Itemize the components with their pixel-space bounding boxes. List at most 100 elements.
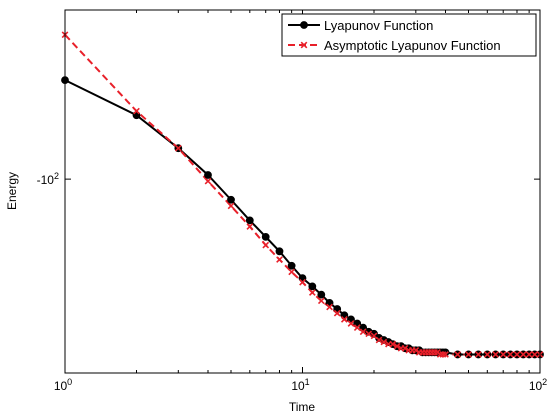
data-point-s1-8 bbox=[288, 268, 295, 276]
data-point-s1-18 bbox=[365, 330, 373, 338]
data-point-s1-42-stroke-b bbox=[474, 351, 482, 358]
data-point-s1-6 bbox=[262, 241, 270, 249]
data-point-s1-13 bbox=[333, 309, 341, 317]
data-point-s1-15 bbox=[347, 320, 355, 327]
data-point-s1-11-stroke-b bbox=[317, 297, 325, 305]
data-point-s1-4-stroke-b bbox=[227, 202, 235, 210]
data-point-s1-2 bbox=[174, 144, 182, 152]
data-point-s1-26-stroke-b bbox=[401, 344, 409, 352]
data-point-s1-14 bbox=[340, 316, 348, 323]
legend: Lyapunov Function Asymptotic Lyapunov Fu… bbox=[281, 13, 537, 57]
legend-box bbox=[281, 13, 537, 57]
data-point-s1-39-stroke-b bbox=[442, 351, 449, 358]
data-point-s0-5 bbox=[245, 216, 254, 225]
data-point-s1-11 bbox=[317, 297, 325, 305]
data-point-s1-19-stroke-b bbox=[370, 332, 378, 340]
data-point-s1-12 bbox=[326, 303, 333, 311]
data-point-s1-16-stroke-b bbox=[353, 324, 361, 331]
data-point-s1-41 bbox=[465, 351, 472, 358]
legend-marker-glyph-1-stroke-b bbox=[300, 41, 308, 49]
data-point-s1-39 bbox=[442, 351, 449, 358]
plot-area bbox=[65, 10, 540, 373]
data-point-s0-4 bbox=[227, 195, 235, 204]
data-point-s1-48 bbox=[519, 351, 527, 358]
data-point-s1-49-stroke-b bbox=[525, 351, 533, 358]
data-point-s1-46 bbox=[506, 351, 514, 358]
legend-marker-glyph-0 bbox=[300, 21, 308, 29]
data-point-s1-47-stroke-b bbox=[513, 351, 521, 358]
data-point-s1-7-stroke-b bbox=[276, 256, 283, 263]
data-point-s1-43-stroke-b bbox=[483, 351, 491, 358]
data-point-s1-29 bbox=[412, 346, 420, 354]
data-point-s1-48-stroke-b bbox=[519, 351, 527, 358]
data-point-s1-13-stroke-b bbox=[333, 309, 341, 317]
data-point-s1-44-stroke-b bbox=[492, 351, 499, 358]
data-point-s1-45-stroke-b bbox=[499, 351, 507, 358]
legend-marker-lyapunov bbox=[300, 21, 308, 29]
data-point-s1-40-stroke-b bbox=[454, 351, 462, 358]
data-point-s1-10 bbox=[308, 289, 316, 296]
data-point-s1-10-stroke-b bbox=[308, 289, 316, 296]
data-point-s0-3 bbox=[204, 171, 212, 179]
data-point-s1-9 bbox=[299, 278, 306, 286]
data-point-s1-47 bbox=[513, 351, 521, 358]
data-point-s1-2-stroke-b bbox=[174, 144, 182, 152]
data-point-s1-43 bbox=[483, 351, 491, 358]
data-point-s0-11 bbox=[317, 290, 326, 299]
data-point-s1-1 bbox=[133, 107, 140, 115]
data-point-s1-9-stroke-b bbox=[299, 278, 306, 286]
data-point-s1-24-stroke-b bbox=[393, 342, 401, 350]
x-tick-label-0: 100 bbox=[54, 377, 72, 393]
data-point-s1-17-stroke-b bbox=[359, 328, 367, 336]
data-point-s1-12-stroke-b bbox=[326, 303, 333, 311]
y-axis-title: Energy bbox=[5, 172, 19, 210]
data-point-s0-6 bbox=[261, 232, 270, 241]
data-point-s1-4 bbox=[227, 202, 235, 210]
y-tick-label: -102 bbox=[37, 171, 59, 187]
data-point-s0-19 bbox=[370, 329, 378, 338]
data-point-s1-17 bbox=[359, 328, 367, 336]
data-point-s1-40 bbox=[454, 351, 462, 358]
legend-label-asymptotic: Asymptotic Lyapunov Function bbox=[324, 38, 501, 53]
data-point-s0-7 bbox=[275, 247, 284, 256]
data-point-s1-26 bbox=[401, 344, 409, 352]
data-point-s1-18-stroke-b bbox=[365, 330, 373, 338]
data-point-s1-20-stroke-b bbox=[375, 336, 383, 344]
data-point-s1-42 bbox=[474, 351, 482, 358]
legend-marker-asymptotic bbox=[300, 41, 308, 49]
data-point-s1-46-stroke-b bbox=[506, 351, 514, 358]
data-point-s1-23 bbox=[389, 340, 397, 348]
data-point-s1-14-stroke-b bbox=[340, 316, 348, 323]
data-point-s1-3 bbox=[204, 177, 212, 185]
data-point-s1-6-stroke-b bbox=[262, 241, 270, 249]
data-point-s1-15-stroke-b bbox=[347, 320, 355, 327]
data-point-s1-3-stroke-b bbox=[204, 177, 212, 185]
data-point-s1-16 bbox=[353, 324, 361, 331]
data-point-s1-8-stroke-b bbox=[288, 268, 295, 276]
x-tick-label-1: 101 bbox=[291, 377, 309, 393]
data-point-s1-50-stroke-b bbox=[531, 351, 539, 358]
data-point-s1-5-stroke-b bbox=[246, 223, 254, 230]
series-layer bbox=[61, 31, 544, 359]
legend-marker-glyph-1 bbox=[300, 41, 308, 49]
x-axis-title: Time bbox=[289, 400, 316, 414]
data-point-s1-23-stroke-b bbox=[389, 340, 397, 348]
data-point-s1-7 bbox=[276, 256, 283, 263]
data-point-s0-10 bbox=[308, 282, 317, 291]
data-point-s1-44 bbox=[492, 351, 499, 358]
data-point-s1-45 bbox=[499, 351, 507, 358]
data-point-s1-21 bbox=[380, 338, 388, 346]
data-point-s1-20 bbox=[375, 336, 383, 344]
data-point-s1-50 bbox=[531, 351, 539, 358]
data-point-s1-24 bbox=[393, 342, 401, 350]
data-point-s1-1-stroke-b bbox=[133, 107, 140, 115]
x-tick-label-2: 102 bbox=[529, 377, 547, 393]
data-point-s1-21-stroke-b bbox=[380, 338, 388, 346]
data-point-s1-49 bbox=[525, 351, 533, 358]
tick-layer: 100 101 102 -102 bbox=[37, 10, 547, 393]
legend-label-lyapunov: Lyapunov Function bbox=[324, 18, 433, 33]
data-point-s1-29-stroke-b bbox=[412, 346, 420, 354]
data-point-s0-8 bbox=[287, 261, 296, 270]
data-point-s1-5 bbox=[246, 223, 254, 230]
